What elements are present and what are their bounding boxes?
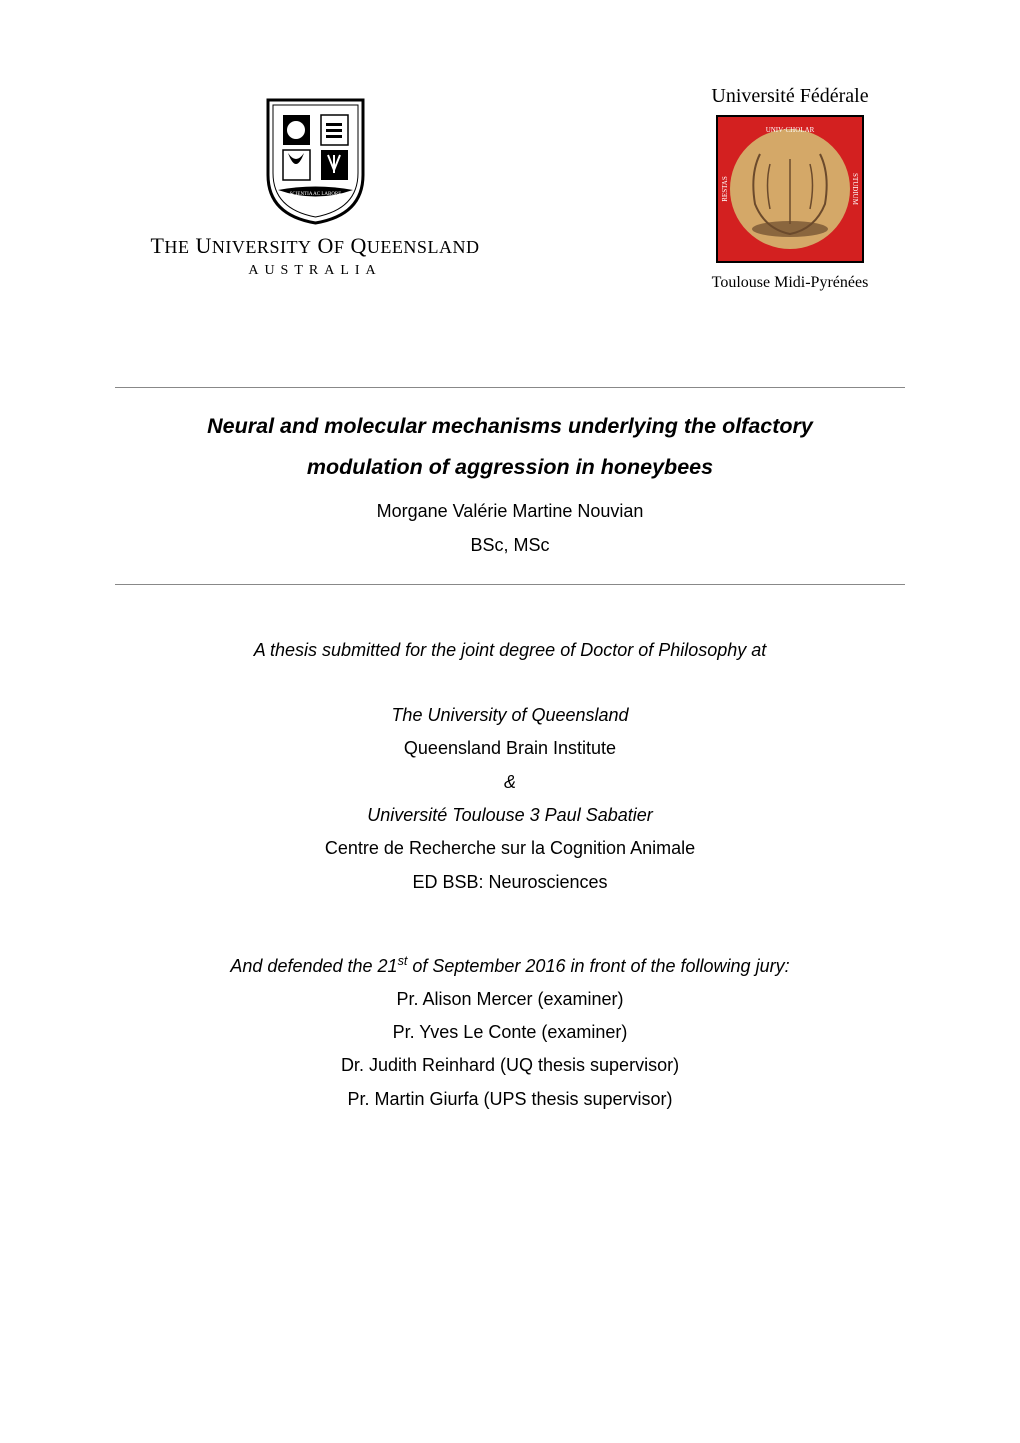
ampersand: & [115,766,905,799]
jury-member: Pr. Yves Le Conte (examiner) [115,1016,905,1049]
thesis-title-line2: modulation of aggression in honeybees [307,455,713,479]
toulouse-region: Toulouse Midi-Pyrénées [712,274,869,292]
institution-1-dept: Queensland Brain Institute [115,732,905,765]
toulouse-logo: Université Fédérale UNIV·CHOLAR STUDIUM … [685,85,895,292]
uq-logo: SCIENTIA AC LABORE THE UNIVERSITY OF QUE… [125,95,505,279]
institution-1-name: The University of Queensland [115,699,905,732]
uq-country: AUSTRALIA [248,263,381,279]
svg-text:UNIV·CHOLAR: UNIV·CHOLAR [766,126,815,134]
thesis-title: Neural and molecular mechanisms underlyi… [115,406,905,488]
defense-line: And defended the 21st of September 2016 … [115,954,905,977]
jury-member: Pr. Martin Giurfa (UPS thesis supervisor… [115,1083,905,1116]
institution-2-dept2: ED BSB: Neurosciences [115,866,905,899]
institution-1: The University of Queensland Queensland … [115,699,905,899]
uq-university-name: THE UNIVERSITY OF QUEENSLAND [150,233,479,259]
svg-text:STUDIUM: STUDIUM [851,173,859,206]
uq-crest-icon: SCIENTIA AC LABORE [258,95,373,225]
jury-member: Dr. Judith Reinhard (UQ thesis superviso… [115,1049,905,1082]
svg-text:RESTAS: RESTAS [721,176,729,202]
author-name: Morgane Valérie Martine Nouvian [115,494,905,528]
submission-line: A thesis submitted for the joint degree … [115,640,905,661]
svg-text:SCIENTIA AC LABORE: SCIENTIA AC LABORE [289,192,341,197]
title-block: Neural and molecular mechanisms underlyi… [115,387,905,585]
institution-2-dept1: Centre de Recherche sur la Cognition Ani… [115,832,905,865]
author-degrees: BSc, MSc [115,528,905,562]
toulouse-top-label: Université Fédérale [711,85,868,108]
jury-member: Pr. Alison Mercer (examiner) [115,983,905,1016]
institution-2-name: Université Toulouse 3 Paul Sabatier [115,799,905,832]
logos-row: SCIENTIA AC LABORE THE UNIVERSITY OF QUE… [115,95,905,292]
submission-block: A thesis submitted for the joint degree … [115,640,905,1116]
toulouse-emblem-icon: UNIV·CHOLAR STUDIUM RESTAS [715,114,865,264]
thesis-title-line1: Neural and molecular mechanisms underlyi… [207,414,813,438]
